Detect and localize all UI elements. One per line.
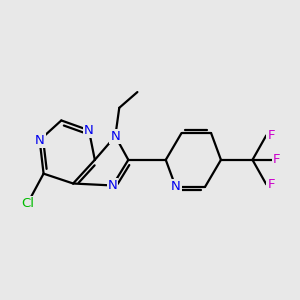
Text: F: F xyxy=(267,129,275,142)
Text: F: F xyxy=(267,129,275,142)
Text: N: N xyxy=(171,180,181,193)
Text: F: F xyxy=(273,153,281,167)
Text: N: N xyxy=(110,130,120,143)
Text: N: N xyxy=(84,124,94,137)
Text: N: N xyxy=(108,179,117,192)
Text: Cl: Cl xyxy=(21,197,34,211)
Text: Cl: Cl xyxy=(21,197,34,211)
Text: F: F xyxy=(273,153,281,167)
Text: N: N xyxy=(35,134,44,147)
Text: F: F xyxy=(267,178,275,191)
Text: F: F xyxy=(267,178,275,191)
